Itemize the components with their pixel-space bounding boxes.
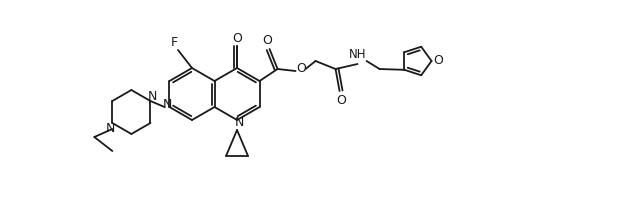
Text: F: F [170,35,178,49]
Text: NH: NH [349,49,366,61]
Text: O: O [263,33,272,46]
Text: N: N [148,89,157,102]
Text: N: N [163,99,172,112]
Text: O: O [434,54,443,67]
Text: N: N [106,123,115,135]
Text: O: O [337,93,346,106]
Text: O: O [232,32,242,45]
Text: N: N [234,116,244,128]
Text: O: O [297,63,307,75]
